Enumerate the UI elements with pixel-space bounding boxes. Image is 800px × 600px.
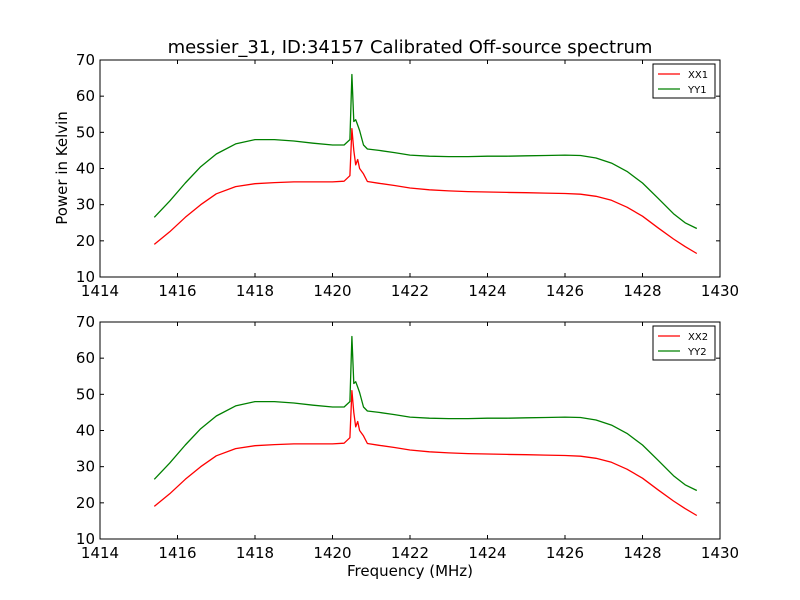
series-line-yy2	[153, 335, 698, 492]
legend-box	[652, 63, 716, 99]
x-tick-label: 1420	[313, 282, 351, 300]
y-tick-label: 10	[76, 268, 95, 286]
y-tick-label: 30	[76, 458, 95, 476]
x-tick-label: 1416	[158, 544, 196, 562]
x-tick-label: 1426	[546, 282, 584, 300]
y-tick-label: 70	[76, 313, 95, 331]
y-tick-label: 30	[76, 196, 95, 214]
x-tick-label: 1430	[701, 544, 739, 562]
x-tick-label: 1426	[546, 544, 584, 562]
series-line-xx2	[153, 390, 698, 517]
x-tick-label: 1428	[623, 282, 661, 300]
x-tick-label: 1418	[236, 282, 274, 300]
top-y-axis-title: Power in Kelvin	[53, 111, 71, 225]
y-tick-label: 60	[76, 87, 95, 105]
y-tick-label: 60	[76, 349, 95, 367]
series-line-xx1	[153, 128, 698, 255]
x-tick-label: 1414	[81, 282, 119, 300]
legend-label-xx2: XX2	[688, 332, 708, 343]
y-tick-label: 10	[76, 530, 95, 548]
x-tick-label: 1424	[468, 282, 506, 300]
y-tick-label: 20	[76, 494, 95, 512]
y-tick-label: 50	[76, 385, 95, 403]
y-tick-label: 20	[76, 232, 95, 250]
legend-label-yy1: YY1	[687, 85, 707, 96]
y-tick-label: 70	[76, 51, 95, 69]
x-tick-label: 1422	[391, 544, 429, 562]
legend-box	[652, 325, 716, 361]
series-line-yy1	[153, 73, 698, 230]
x-tick-label: 1420	[313, 544, 351, 562]
top-subplot: 1414 1416 1418 1420 1422 1424 1426 1428 1430 10 20…	[76, 51, 739, 300]
x-tick-label: 1428	[623, 544, 661, 562]
x-axis-title: Frequency (MHz)	[347, 562, 473, 580]
legend-label-xx1: XX1	[688, 70, 708, 81]
x-tick-label: 1418	[236, 544, 274, 562]
bottom-subplot: 1414 1416 1418 1420 1422 1424 1426 1428 1430 10 20…	[76, 313, 739, 562]
x-tick-label: 1430	[701, 282, 739, 300]
legend-label-yy2: YY2	[687, 347, 707, 358]
figure-title: messier_31, ID:34157 Calibrated Off-sour…	[168, 37, 653, 58]
y-tick-label: 40	[76, 422, 95, 440]
x-tick-label: 1416	[158, 282, 196, 300]
x-tick-label: 1414	[81, 544, 119, 562]
x-tick-label: 1424	[468, 544, 506, 562]
y-tick-label: 40	[76, 160, 95, 178]
x-tick-label: 1422	[391, 282, 429, 300]
y-tick-label: 50	[76, 123, 95, 141]
